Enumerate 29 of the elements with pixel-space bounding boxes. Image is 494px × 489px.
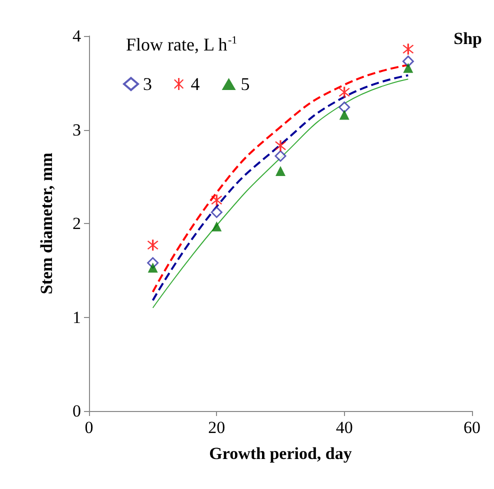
point bbox=[212, 221, 222, 232]
legend-label: 4 bbox=[190, 74, 200, 94]
x-tick-label: 0 bbox=[84, 418, 94, 437]
x-axis-title: Growth period, day bbox=[209, 444, 352, 463]
point bbox=[275, 140, 286, 152]
point bbox=[338, 102, 350, 113]
point bbox=[276, 166, 286, 176]
y-tick-label: 0 bbox=[72, 402, 81, 420]
point bbox=[402, 56, 414, 68]
point bbox=[339, 110, 350, 120]
y-axis-title: Stem diameter, mm bbox=[37, 152, 56, 294]
point bbox=[402, 44, 414, 55]
point bbox=[274, 150, 286, 162]
x-tick-label: 40 bbox=[336, 418, 353, 437]
point bbox=[403, 62, 414, 73]
x-tick-label: 20 bbox=[208, 418, 226, 437]
point bbox=[211, 194, 222, 206]
y-tick-label: 1 bbox=[72, 308, 81, 327]
annotation: Shp bbox=[454, 29, 482, 48]
point bbox=[147, 240, 158, 251]
point bbox=[338, 86, 350, 98]
point bbox=[148, 262, 158, 273]
point bbox=[210, 206, 222, 218]
x-tick-label: 60 bbox=[464, 418, 480, 437]
y-tick-label: 2 bbox=[72, 214, 81, 233]
y-tick-label: 3 bbox=[72, 120, 81, 140]
legend-label: 3 bbox=[143, 74, 152, 94]
y-tick-label: 4 bbox=[72, 26, 82, 46]
legend-label: 5 bbox=[240, 74, 250, 94]
